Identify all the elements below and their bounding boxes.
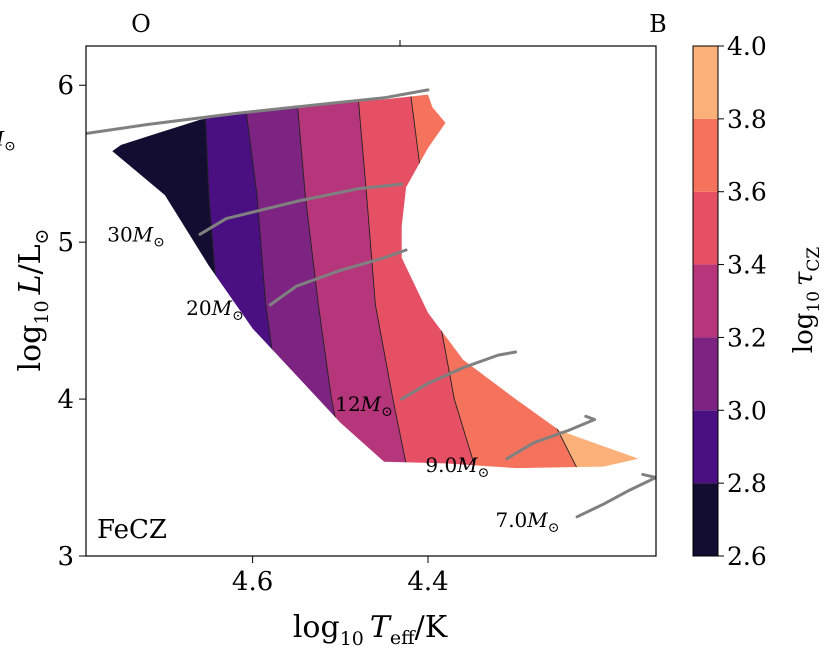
colorbar-tick-label: 3.6 bbox=[727, 178, 767, 207]
colorbar-segment bbox=[693, 264, 718, 338]
plot-frame bbox=[85, 45, 657, 557]
colorbar-frame bbox=[692, 45, 719, 557]
colorbar bbox=[693, 46, 718, 556]
track-60-msun bbox=[86, 88, 430, 135]
x-axis-ticks: 4.6 4.4 bbox=[232, 556, 449, 597]
colorbar-tick-label: 3.4 bbox=[727, 251, 767, 280]
color-band-3.0-3.2 bbox=[243, 94, 350, 469]
color-band-3.2-3.4 bbox=[296, 94, 411, 469]
colorbar-label: log10τCZ bbox=[789, 247, 824, 354]
track-7.0-msun bbox=[575, 472, 656, 519]
panel-label: FeCZ bbox=[97, 515, 167, 545]
colorbar-segment bbox=[693, 410, 718, 484]
y-axis-label: log10L/L⊙ bbox=[13, 229, 53, 372]
colorbar-ticks: 2.6 2.8 3.0 3.2 3.4 3.6 3.8 4.0 bbox=[718, 32, 767, 571]
track-label-7.0: 7.0M⊙ bbox=[495, 508, 559, 536]
colorbar-tick-label: 4.0 bbox=[727, 32, 767, 61]
colorbar-segment bbox=[693, 337, 718, 411]
colorbar-tick-label: 2.6 bbox=[727, 542, 767, 571]
track-12-msun bbox=[400, 350, 518, 401]
evolution-tracks bbox=[86, 88, 656, 519]
track-30-msun bbox=[198, 182, 404, 236]
colorbar-segment bbox=[693, 483, 718, 556]
track-9.0-msun bbox=[505, 414, 597, 461]
track-label-12: 12M⊙ bbox=[335, 392, 393, 420]
colorbar-segment bbox=[693, 46, 718, 119]
x-tick-label: 4.4 bbox=[407, 567, 448, 597]
colorbar-tick-label: 2.8 bbox=[727, 469, 767, 498]
track-label-30: 30M⊙ bbox=[107, 222, 165, 250]
top-axis-label-o: O bbox=[131, 10, 151, 38]
contour-line bbox=[357, 94, 411, 469]
track-label-9.0: 9.0M⊙ bbox=[425, 453, 489, 481]
track-labels: 60M⊙ 30M⊙ 20M⊙ 12M⊙ 9.0M⊙7.0M⊙ bbox=[0, 127, 560, 536]
x-axis-label: log10 Teff/K bbox=[293, 610, 448, 650]
track-20-msun bbox=[268, 248, 408, 307]
y-tick-label: 5 bbox=[57, 228, 74, 258]
y-tick-label: 4 bbox=[57, 385, 74, 415]
colorbar-segment bbox=[693, 118, 718, 192]
y-tick-label: 3 bbox=[57, 542, 74, 572]
colorbar-segment bbox=[693, 191, 718, 265]
colorbar-tick-label: 3.2 bbox=[727, 323, 767, 352]
top-axis-label-b: B bbox=[649, 10, 667, 38]
colorbar-tick-label: 3.0 bbox=[727, 396, 767, 425]
y-tick-label: 6 bbox=[57, 71, 74, 101]
colorbar-tick-label: 3.8 bbox=[727, 105, 767, 134]
y-axis-ticks: 3 4 5 6 bbox=[57, 71, 86, 572]
x-tick-label: 4.6 bbox=[232, 567, 273, 597]
track-label-60: 60M⊙ bbox=[0, 127, 16, 155]
track-label-20: 20M⊙ bbox=[186, 296, 244, 324]
